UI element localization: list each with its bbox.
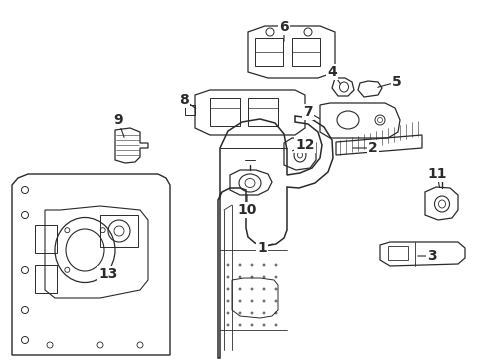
Text: 2: 2: [367, 141, 377, 155]
Text: 13: 13: [98, 267, 118, 281]
Bar: [35, 225, 57, 253]
Bar: [291, 38, 319, 66]
Text: 10: 10: [237, 203, 256, 217]
Bar: [247, 98, 278, 126]
Bar: [35, 265, 57, 293]
Text: 7: 7: [303, 105, 312, 119]
Bar: [209, 98, 240, 126]
Text: 4: 4: [326, 65, 336, 79]
Bar: [254, 38, 283, 66]
Text: 12: 12: [295, 138, 314, 152]
Text: 3: 3: [427, 249, 436, 263]
Text: 1: 1: [257, 241, 266, 255]
Text: 5: 5: [391, 75, 401, 89]
Text: 8: 8: [179, 93, 188, 107]
Text: 11: 11: [427, 167, 446, 181]
Text: 9: 9: [113, 113, 122, 127]
Bar: [387, 246, 407, 260]
Text: 6: 6: [279, 20, 288, 34]
Bar: [100, 215, 138, 247]
